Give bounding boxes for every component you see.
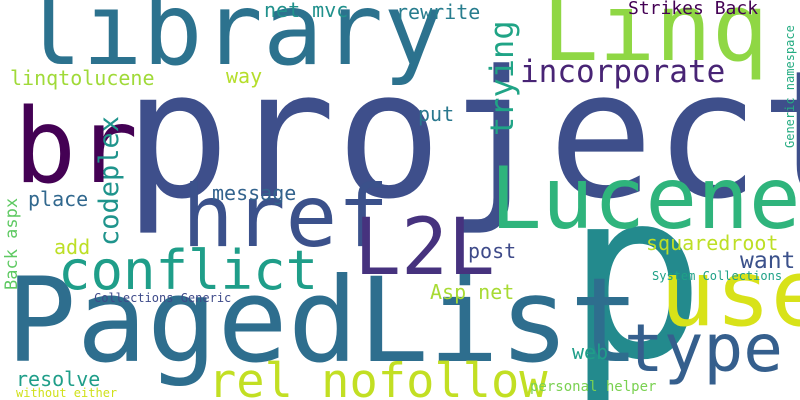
word-net-mvc: net mvc	[264, 0, 349, 22]
word-incorporate: incorporate	[520, 54, 726, 90]
word-type: type	[624, 310, 783, 387]
word-want: want	[740, 248, 796, 274]
word-without-either: without either	[16, 386, 118, 400]
word-conflict: conflict	[58, 239, 319, 302]
word-put: put	[418, 102, 455, 126]
word-post: post	[468, 239, 517, 263]
word-asp-net: Asp net	[430, 280, 515, 304]
word-personal-helper: personal helper	[530, 379, 657, 395]
word-squaredroot: squaredroot	[646, 231, 779, 255]
word-lucene: Lucene	[490, 149, 800, 249]
word-library: library	[22, 0, 444, 88]
word-collections-generic: Collections Generic	[94, 291, 232, 305]
word-l2l: L2L	[354, 203, 495, 293]
word-linqtolucene: linqtolucene	[10, 66, 155, 90]
word-way: way	[226, 64, 263, 88]
word-project: project	[124, 33, 800, 238]
word-trying: trying	[483, 20, 521, 136]
word-rewrite: rewrite	[396, 0, 481, 24]
word-place: place	[28, 187, 89, 211]
word-rel-nofollow: rel nofollow	[208, 354, 548, 400]
word-use: use	[660, 240, 800, 347]
word-resolve: resolve	[16, 367, 101, 391]
word-br: br	[14, 87, 139, 207]
word-message: message	[212, 181, 297, 205]
word-pagedlist: PagedList	[6, 252, 640, 389]
word-codeplex: codeplex	[94, 115, 125, 246]
word-system-collections: System Collections	[652, 269, 783, 283]
word-linq: Linq	[542, 0, 769, 83]
word-href: href	[182, 167, 390, 267]
word-generic-namespace: Generic namespace	[783, 25, 797, 148]
word-strikes-back: Strikes Back	[628, 0, 759, 19]
word-add: add	[54, 235, 91, 259]
word-back-aspx: Back aspx	[2, 197, 22, 290]
word-p: p	[566, 141, 706, 400]
word-web: web	[572, 340, 609, 364]
